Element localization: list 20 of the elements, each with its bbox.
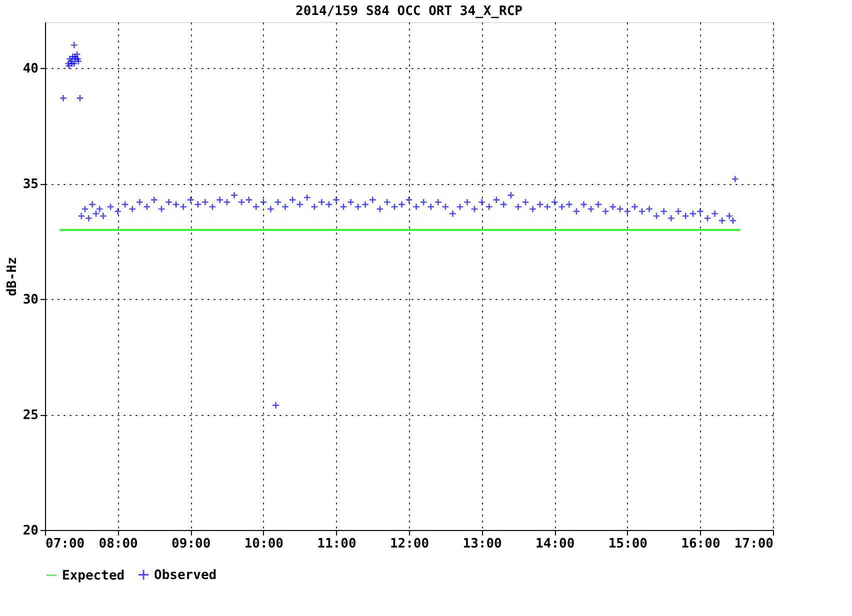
y-axis-title: dB-Hz [4,256,20,296]
chart-title: 2014/159 S84 OCC ORT 34_X_RCP [296,4,523,19]
y-tick-label: 20 [22,524,39,538]
legend-label: Expected [62,568,125,584]
x-tick-label: 08:00 [98,536,138,552]
x-tick-label: 11:00 [317,536,356,552]
y-tick-label: 25 [22,408,38,424]
x-tick-label: 13:00 [462,536,502,552]
y-tick-label: 30 [22,292,39,308]
x-tick-label: 12:00 [390,536,430,552]
x-tick-label: 07:00 [46,536,85,552]
y-tick-label: 35 [22,177,38,192]
x-tick-label: 17:00 [734,536,774,552]
x-tick-label: 09:00 [172,536,211,552]
legend-label: Observed [154,568,217,583]
x-tick-label: 10:00 [244,536,284,552]
y-tick-label: 40 [22,62,39,77]
x-tick-label: 14:00 [536,536,575,552]
x-tick-label: 16:00 [681,536,720,552]
x-tick-label: 15:00 [608,536,648,552]
